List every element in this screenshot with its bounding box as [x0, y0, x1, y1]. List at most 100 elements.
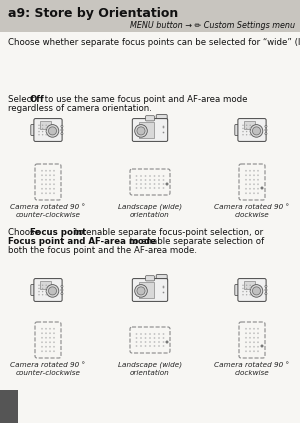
Text: to enable separate selection of: to enable separate selection of: [127, 237, 264, 246]
Circle shape: [250, 131, 251, 132]
Circle shape: [265, 286, 267, 288]
Bar: [163, 126, 164, 128]
Circle shape: [253, 170, 255, 172]
Circle shape: [42, 291, 43, 292]
Circle shape: [46, 131, 47, 132]
FancyBboxPatch shape: [31, 285, 37, 296]
Circle shape: [38, 124, 40, 126]
Bar: [139, 282, 154, 298]
Circle shape: [49, 192, 51, 194]
Circle shape: [45, 192, 47, 194]
Circle shape: [253, 287, 260, 295]
FancyBboxPatch shape: [146, 276, 154, 281]
Circle shape: [242, 128, 244, 129]
Circle shape: [53, 341, 55, 343]
Circle shape: [149, 183, 151, 185]
Circle shape: [242, 134, 244, 135]
Circle shape: [136, 179, 137, 181]
Text: Camera rotated 90 °
clockwise: Camera rotated 90 ° clockwise: [214, 362, 290, 376]
Circle shape: [53, 350, 55, 352]
Circle shape: [163, 333, 164, 335]
Circle shape: [140, 337, 142, 339]
Circle shape: [46, 125, 59, 137]
Circle shape: [246, 291, 247, 292]
Circle shape: [260, 344, 263, 348]
Circle shape: [145, 345, 146, 347]
Circle shape: [253, 350, 255, 352]
Circle shape: [253, 341, 255, 343]
Circle shape: [41, 192, 43, 194]
Text: Camera rotated 90 °
clockwise: Camera rotated 90 ° clockwise: [214, 204, 290, 218]
Circle shape: [45, 350, 47, 352]
Circle shape: [253, 179, 255, 181]
Circle shape: [145, 341, 146, 343]
Circle shape: [53, 337, 55, 339]
Circle shape: [253, 127, 260, 135]
Circle shape: [41, 341, 43, 343]
Text: Landscape (wide)
orientation: Landscape (wide) orientation: [118, 362, 182, 376]
Circle shape: [49, 328, 51, 330]
Circle shape: [53, 170, 55, 172]
Circle shape: [257, 188, 259, 190]
Circle shape: [249, 179, 251, 181]
FancyBboxPatch shape: [132, 279, 168, 302]
Circle shape: [45, 337, 47, 339]
Circle shape: [158, 337, 160, 339]
Circle shape: [158, 179, 160, 181]
Circle shape: [158, 175, 160, 177]
Circle shape: [42, 294, 43, 295]
Circle shape: [53, 188, 55, 190]
Text: Off: Off: [30, 95, 45, 104]
Circle shape: [154, 337, 155, 339]
Circle shape: [246, 294, 247, 295]
Text: regardless of camera orientation.: regardless of camera orientation.: [8, 104, 152, 113]
Circle shape: [253, 332, 255, 334]
Circle shape: [38, 134, 40, 135]
Circle shape: [246, 285, 247, 286]
FancyBboxPatch shape: [235, 124, 241, 135]
Circle shape: [163, 337, 164, 339]
Circle shape: [154, 333, 155, 335]
Circle shape: [245, 170, 247, 172]
Circle shape: [136, 345, 137, 347]
Circle shape: [135, 285, 147, 297]
Circle shape: [249, 183, 251, 185]
Circle shape: [149, 345, 151, 347]
Circle shape: [137, 127, 145, 135]
Circle shape: [145, 187, 146, 189]
Circle shape: [53, 328, 55, 330]
Circle shape: [41, 174, 43, 176]
Circle shape: [42, 128, 43, 129]
Circle shape: [42, 285, 43, 286]
Bar: [0, 390, 18, 423]
Circle shape: [46, 291, 47, 292]
Circle shape: [250, 288, 251, 289]
Circle shape: [46, 285, 47, 286]
FancyBboxPatch shape: [156, 115, 167, 122]
Circle shape: [250, 294, 251, 295]
Circle shape: [46, 134, 47, 135]
Circle shape: [41, 183, 43, 185]
Circle shape: [250, 285, 263, 297]
Circle shape: [250, 128, 251, 129]
Circle shape: [242, 131, 244, 132]
Circle shape: [249, 188, 251, 190]
Circle shape: [265, 289, 267, 291]
Circle shape: [49, 127, 56, 135]
Text: to enable separate focus-point selection, or: to enable separate focus-point selection…: [72, 228, 263, 237]
Circle shape: [242, 291, 244, 292]
Circle shape: [245, 350, 247, 352]
Circle shape: [149, 187, 151, 189]
Circle shape: [250, 291, 251, 292]
FancyBboxPatch shape: [34, 118, 62, 141]
Circle shape: [61, 129, 63, 131]
Circle shape: [49, 337, 51, 339]
Circle shape: [42, 288, 43, 289]
Circle shape: [53, 183, 55, 185]
Circle shape: [61, 125, 63, 127]
Circle shape: [163, 183, 164, 185]
Circle shape: [158, 187, 160, 189]
Text: Focus point: Focus point: [30, 228, 86, 237]
Circle shape: [257, 350, 259, 352]
Circle shape: [41, 328, 43, 330]
